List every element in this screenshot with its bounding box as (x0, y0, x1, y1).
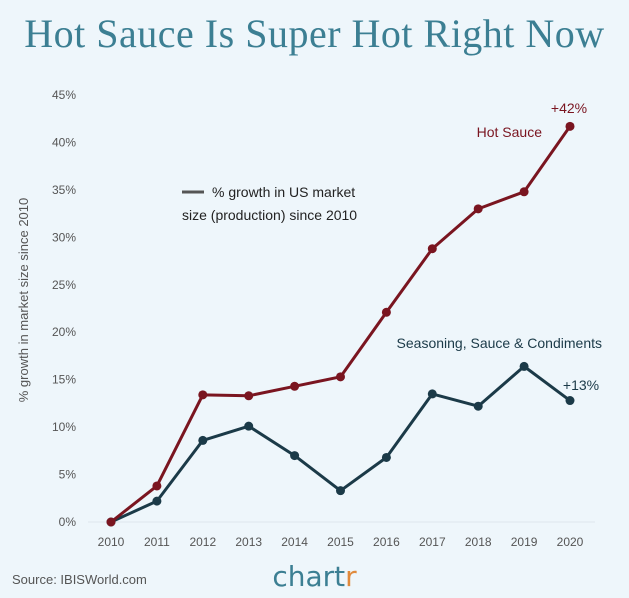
data-point (427, 244, 437, 254)
source-note: Source: IBISWorld.com (12, 572, 147, 587)
y-tick-label: 10% (52, 420, 76, 434)
data-point (519, 187, 529, 197)
x-tick-label: 2010 (98, 535, 125, 549)
y-tick-label: 25% (52, 278, 76, 292)
data-point (152, 481, 162, 491)
data-point (106, 517, 116, 527)
data-point (473, 401, 483, 411)
y-tick-label: 45% (52, 88, 76, 102)
end-label-seasoning: +13% (563, 377, 599, 393)
data-point (519, 361, 529, 371)
y-ticks: 0% 5% 10% 15% 20% 25% 30% 35% 40% 45% (52, 88, 76, 529)
brand-main: chart (272, 560, 346, 593)
data-point (427, 389, 437, 399)
series-label-seasoning: Seasoning, Sauce & Condiments (397, 335, 602, 351)
x-tick-label: 2015 (327, 535, 354, 549)
end-label-hot-sauce: +42% (551, 100, 587, 116)
data-point (244, 421, 254, 431)
data-point (336, 372, 345, 382)
x-tick-label: 2014 (281, 535, 308, 549)
x-tick-label: 2011 (144, 535, 170, 549)
series-line (110, 364, 571, 524)
legend-line-1: % growth in US market (212, 184, 355, 200)
y-tick-label: 30% (52, 230, 76, 244)
y-tick-label: 0% (59, 515, 77, 529)
chart-title: Hot Sauce Is Super Hot Right Now (24, 11, 605, 56)
x-tick-label: 2018 (465, 535, 492, 549)
data-point (336, 486, 345, 496)
brand-logo: chartr (0, 560, 629, 593)
series-seasoning (106, 361, 575, 527)
data-point (152, 496, 162, 506)
data-point (290, 381, 300, 391)
data-point (565, 121, 575, 131)
data-point (381, 452, 391, 462)
data-point (473, 204, 483, 214)
y-axis-label: % growth in market size since 2010 (16, 198, 31, 402)
x-tick-label: 2013 (235, 535, 262, 549)
data-point (381, 307, 391, 317)
series-label-hot-sauce: Hot Sauce (477, 124, 543, 140)
data-point (290, 451, 300, 461)
data-point (565, 396, 575, 406)
legend: % growth in US market size (production) … (182, 184, 357, 223)
data-point (198, 390, 208, 400)
y-tick-label: 20% (52, 325, 76, 339)
x-tick-label: 2019 (511, 535, 538, 549)
x-tick-label: 2017 (419, 535, 446, 549)
x-tick-label: 2020 (557, 535, 584, 549)
y-tick-label: 35% (52, 183, 76, 197)
legend-line-2: size (production) since 2010 (182, 207, 357, 223)
series-layer (106, 121, 575, 527)
y-tick-label: 5% (59, 468, 77, 482)
brand-accent: r (345, 560, 357, 593)
x-ticks: 2010 2011 2012 2013 2014 2015 2016 2017 2018 2019… (98, 535, 584, 549)
x-tick-label: 2012 (189, 535, 216, 549)
series-hot-sauce (106, 121, 575, 527)
data-point (244, 391, 254, 401)
y-tick-label: 40% (52, 135, 76, 149)
y-tick-label: 15% (52, 373, 76, 387)
x-tick-label: 2016 (373, 535, 400, 549)
data-point (198, 435, 208, 445)
